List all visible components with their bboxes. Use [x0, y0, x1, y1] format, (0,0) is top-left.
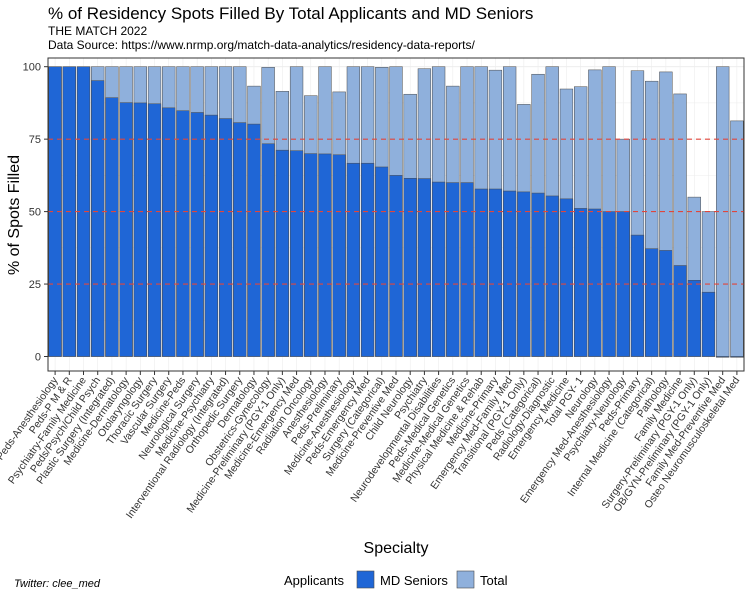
legend: Applicants MD Seniors Total — [284, 570, 508, 589]
chart-subtitle-line-2: Data Source: https://www.nrmp.org/match-… — [48, 38, 476, 52]
bar-md-seniors — [517, 191, 531, 357]
bar-md-seniors — [730, 356, 744, 358]
bars — [48, 66, 744, 358]
bar-md-seniors — [545, 195, 559, 357]
bar-total — [730, 120, 744, 357]
bar-md-seniors — [233, 122, 247, 357]
y-tick-label: 50 — [29, 207, 41, 219]
bar-md-seniors — [218, 118, 233, 357]
y-tick-label: 100 — [23, 62, 41, 74]
bar-md-seniors — [332, 154, 346, 357]
bar-md-seniors — [645, 248, 659, 357]
bar-md-seniors — [531, 192, 545, 357]
legend-label-total: Total — [480, 573, 508, 588]
bar-md-seniors — [488, 188, 503, 357]
bar-md-seniors — [474, 188, 488, 357]
x-axis-title: Specialty — [364, 540, 429, 557]
bar-md-seniors — [162, 107, 176, 357]
bar-md-seniors — [673, 265, 687, 357]
bar-md-seniors — [289, 150, 304, 357]
bar-md-seniors — [701, 291, 716, 357]
bar-md-seniors — [574, 208, 588, 357]
bar-md-seniors — [417, 178, 432, 357]
bar-md-seniors — [176, 110, 190, 357]
legend-key-total — [456, 570, 475, 589]
bar-md-seniors — [119, 102, 133, 357]
bar-md-seniors — [446, 182, 460, 357]
legend-key-md-seniors — [356, 570, 375, 589]
bar-md-seniors — [659, 250, 673, 357]
bar-md-seniors — [403, 178, 417, 357]
bar-md-seniors — [318, 153, 332, 357]
bar-md-seniors — [190, 112, 204, 357]
bar-md-seniors — [147, 103, 162, 357]
y-axis-ticks: 0 25 50 75 100 — [23, 62, 48, 364]
reference-lines — [48, 138, 744, 285]
bar-md-seniors — [247, 123, 261, 357]
bar-md-seniors — [346, 162, 361, 357]
bar-md-seniors — [630, 234, 645, 357]
bar-md-seniors — [687, 280, 701, 357]
y-tick-label: 0 — [35, 352, 41, 364]
bar-md-seniors — [588, 208, 602, 357]
bar-md-seniors — [261, 143, 275, 357]
bar-md-seniors — [105, 97, 119, 357]
bar-md-seniors — [716, 356, 730, 358]
bar-md-seniors — [204, 114, 218, 357]
legend-label-md-seniors: MD Seniors — [380, 573, 448, 588]
chart-caption: Twitter: clee_med — [14, 578, 101, 590]
bar-md-seniors — [460, 182, 474, 357]
chart-title: % of Residency Spots Filled By Total App… — [48, 4, 533, 23]
bar-md-seniors — [389, 175, 403, 357]
bar-md-seniors — [304, 153, 318, 357]
bar-md-seniors — [559, 198, 574, 357]
y-tick-label: 75 — [29, 134, 41, 146]
legend-title: Applicants — [284, 573, 344, 588]
chart-subtitle-line-1: THE MATCH 2022 — [48, 24, 147, 38]
y-tick-label: 25 — [29, 279, 41, 291]
bar-md-seniors — [91, 80, 105, 357]
bar-md-seniors — [133, 102, 147, 357]
bar-md-seniors — [360, 162, 375, 357]
bar-md-seniors — [502, 190, 517, 357]
y-axis-title: % of Spots Filled — [6, 155, 23, 275]
bar-md-seniors — [275, 149, 290, 357]
bar-md-seniors — [375, 166, 389, 357]
bar-md-seniors — [431, 181, 446, 357]
